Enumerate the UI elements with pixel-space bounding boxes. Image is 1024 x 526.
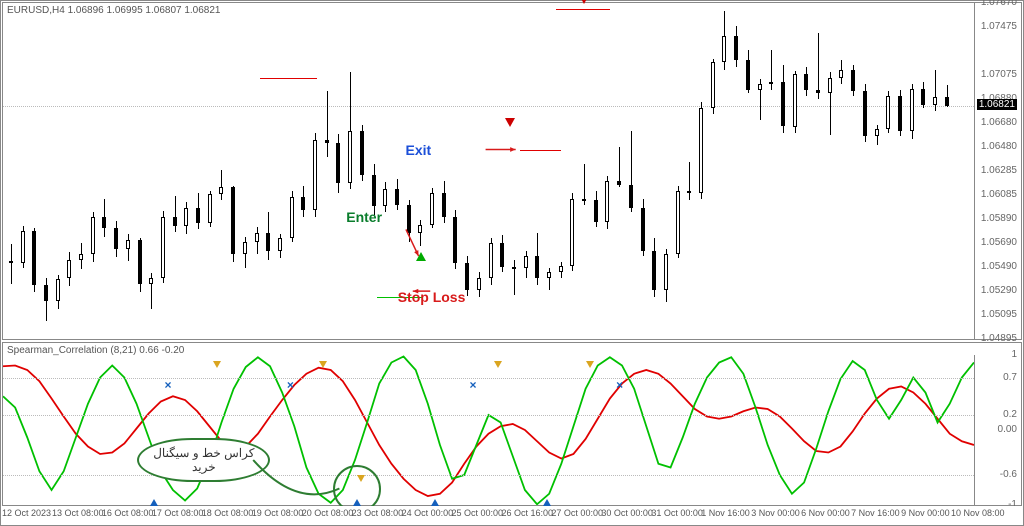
oscillator-title: Spearman_Correlation (8,21) 0.66 -0.20: [7, 345, 184, 356]
time-tick-label: 20 Oct 08:00: [302, 508, 354, 518]
time-tick-label: 25 Oct 00:00: [452, 508, 504, 518]
time-tick-label: 6 Nov 00:00: [801, 508, 850, 518]
time-tick-label: 13 Oct 08:00: [52, 508, 104, 518]
time-tick-label: 7 Nov 16:00: [851, 508, 900, 518]
price-chart-panel[interactable]: EURUSD,H4 1.06896 1.06995 1.06807 1.0682…: [2, 2, 1022, 340]
time-tick-label: 31 Oct 00:00: [651, 508, 703, 518]
current-price-tag: 1.06821: [977, 99, 1017, 110]
time-tick-label: 3 Nov 00:00: [751, 508, 800, 518]
time-tick-label: 17 Oct 08:00: [152, 508, 204, 518]
oscillator-y-axis: 10.70.20.00-0.6-1: [975, 343, 1019, 505]
price-y-axis: 1.076701.074751.070751.068801.066801.064…: [975, 3, 1019, 339]
time-tick-label: 10 Nov 08:00: [951, 508, 1005, 518]
time-axis: 12 Oct 202313 Oct 08:0016 Oct 08:0017 Oc…: [2, 506, 1022, 524]
time-tick-label: 12 Oct 2023: [2, 508, 51, 518]
time-tick-label: 30 Oct 00:00: [601, 508, 653, 518]
time-tick-label: 23 Oct 08:00: [352, 508, 404, 518]
time-tick-label: 18 Oct 08:00: [202, 508, 254, 518]
time-tick-label: 27 Oct 00:00: [551, 508, 603, 518]
price-plot-area[interactable]: ExitEnterStop Loss: [3, 3, 975, 339]
time-tick-label: 16 Oct 08:00: [102, 508, 154, 518]
time-tick-label: 24 Oct 00:00: [402, 508, 454, 518]
time-tick-label: 1 Nov 16:00: [701, 508, 750, 518]
time-tick-label: 9 Nov 00:00: [901, 508, 950, 518]
main-panel-title: EURUSD,H4 1.06896 1.06995 1.06807 1.0682…: [7, 5, 221, 16]
time-tick-label: 26 Oct 16:00: [501, 508, 553, 518]
time-tick-label: 19 Oct 08:00: [252, 508, 304, 518]
oscillator-plot-area[interactable]: ××××کراس خط و سیگنالخرید: [3, 355, 975, 505]
oscillator-panel[interactable]: Spearman_Correlation (8,21) 0.66 -0.20 ×…: [2, 342, 1022, 506]
